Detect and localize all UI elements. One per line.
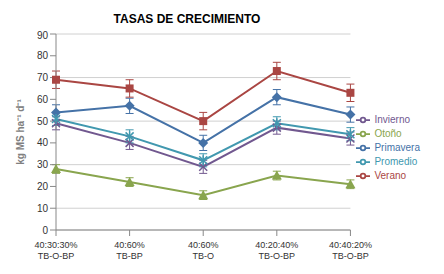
- svg-text:70: 70: [37, 72, 49, 83]
- svg-text:40:40:20%TB-O-BP: 40:40:20%TB-O-BP: [329, 240, 372, 261]
- svg-text:40: 40: [37, 137, 49, 148]
- html-text:Verano: Verano: [374, 169, 407, 181]
- svg-text:90: 90: [37, 30, 49, 41]
- svg-text:80: 80: [37, 50, 49, 61]
- svg-text:10: 10: [37, 203, 49, 214]
- svg-text:40:60%TB-O: 40:60%TB-O: [188, 240, 219, 261]
- html-text:TASAS DE CRECIMIENTO: TASAS DE CRECIMIENTO: [113, 12, 261, 26]
- svg-text:40:20:40%TB-O-BP: 40:20:40%TB-O-BP: [255, 240, 298, 261]
- svg-text:60: 60: [37, 94, 49, 105]
- html-text:Promedio: Promedio: [374, 155, 418, 167]
- svg-text:0: 0: [42, 225, 48, 236]
- svg-text:kg MS ha⁻¹ d⁻¹: kg MS ha⁻¹ d⁻¹: [15, 99, 26, 165]
- svg-text:50: 50: [37, 116, 49, 127]
- svg-text:40:30:30%TB-O-BP: 40:30:30%TB-O-BP: [34, 240, 77, 261]
- html-text:Otoño: Otoño: [374, 127, 402, 139]
- html-text:Invierno: Invierno: [374, 113, 410, 125]
- svg-text:40:60%TB-BP: 40:60%TB-BP: [114, 240, 145, 261]
- html-text:Primavera: Primavera: [374, 141, 420, 153]
- svg-text:30: 30: [37, 159, 49, 170]
- svg-text:20: 20: [37, 181, 49, 192]
